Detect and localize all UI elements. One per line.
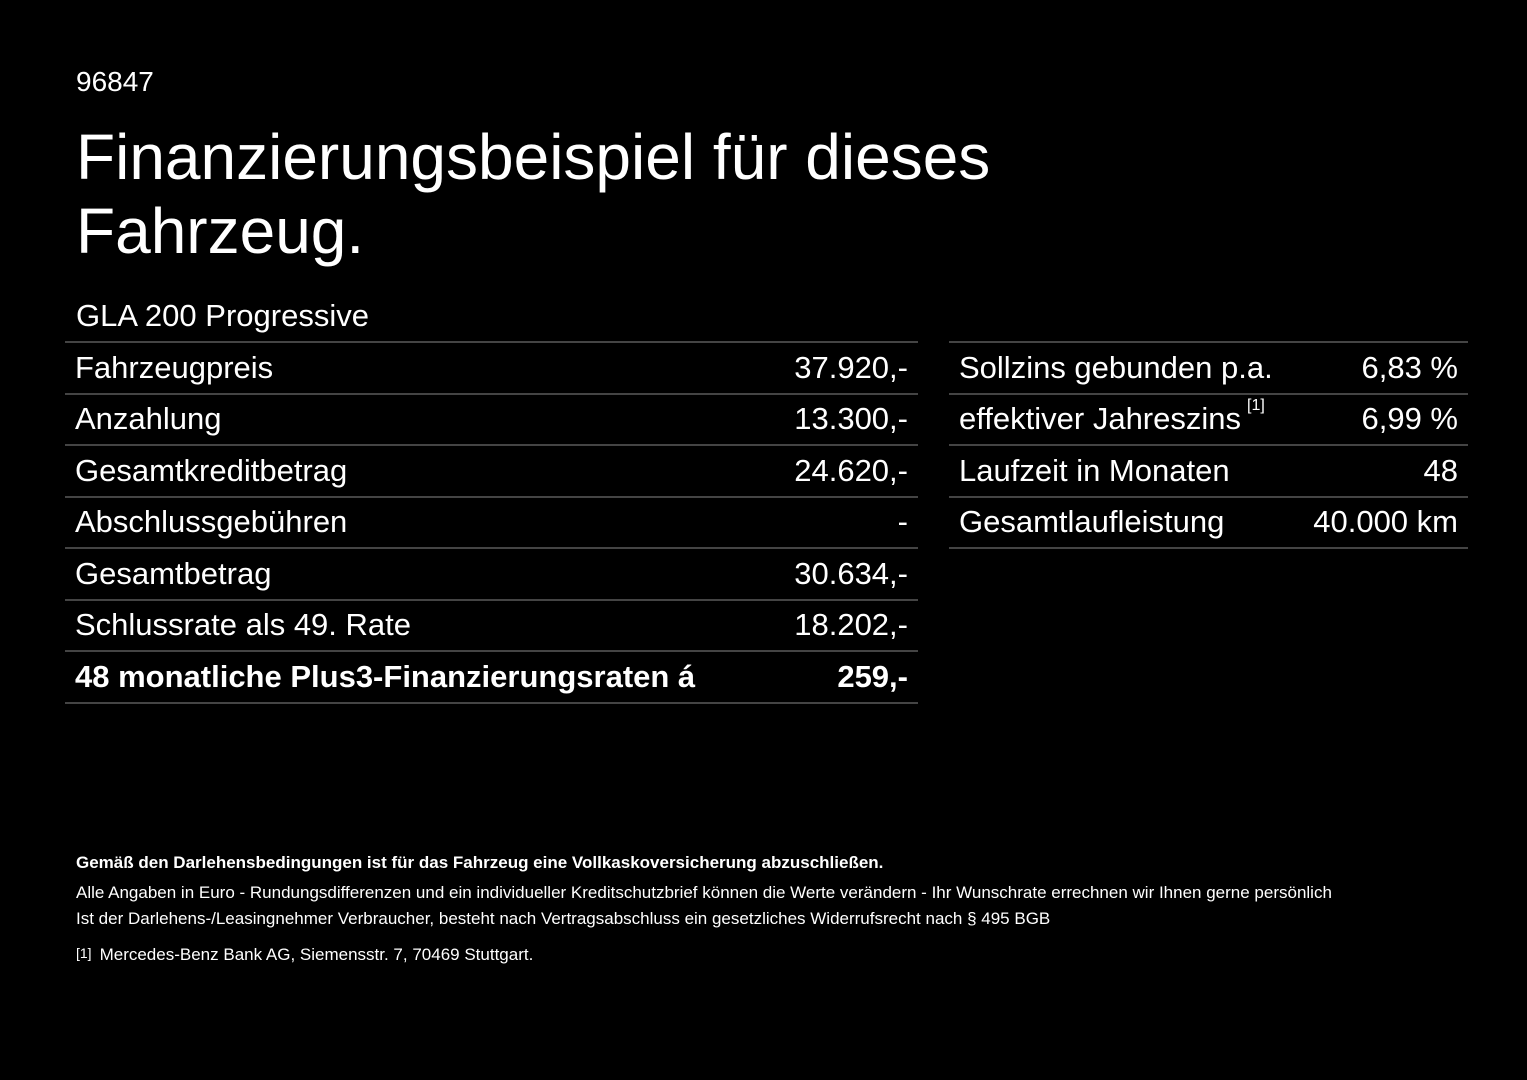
row-label: Anzahlung [75,401,222,437]
row-label-text: Gesamtkreditbetrag [75,452,348,488]
row-label: Gesamtlaufleistung [959,504,1224,540]
row-label: 48 monatliche Plus3-Finanzierungsraten á [75,659,695,695]
row-label-text: Laufzeit in Monaten [959,452,1230,488]
table-row: Abschlussgebühren - [65,498,918,549]
table-row: Fahrzeugpreis 37.920,- [65,343,918,395]
title-line: Finanzierungsbeispiel für dieses [76,121,991,193]
table-row: Gesamtlaufleistung 40.000 km [949,498,1468,549]
row-value: 13.300,- [794,401,908,437]
row-value: 37.920,- [794,349,908,385]
row-value: - [897,504,908,540]
title-line: Fahrzeug. [76,195,365,267]
footer-bold: Gemäß den Darlehensbedingungen ist für d… [76,853,884,872]
table-row: Sollzins gebunden p.a. 6,83 % [949,343,1468,395]
row-label: Gesamtkreditbetrag [75,453,347,489]
row-value: 259,- [837,658,908,694]
title: Finanzierungsbeispiel für dieses Fahrzeu… [76,120,990,268]
footnote-ref: [1] [1247,397,1265,415]
row-label-text: 48 monatliche Plus3-Finanzierungsraten á [75,658,696,694]
row-value: 40.000 km [1313,504,1458,540]
footnote-text: Mercedes-Benz Bank AG, Siemensstr. 7, 70… [99,945,534,964]
table-row: Gesamtbetrag 30.634,- [65,549,918,601]
row-label: Fahrzeugpreis [75,350,273,386]
row-label-text: Abschlussgebühren [75,504,348,540]
table-row: Laufzeit in Monaten 48 [949,446,1468,498]
footer-line: Ist der Darlehens-/Leasingnehmer Verbrau… [76,909,1051,928]
row-label-text: Fahrzeugpreis [75,349,274,385]
row-label-text: effektiver Jahreszins [959,401,1241,437]
row-label-text: Schlussrate als 49. Rate [75,607,412,643]
row-label: Abschlussgebühren [75,504,347,540]
row-label: Laufzeit in Monaten [959,453,1230,489]
table-row: Schlussrate als 49. Rate 18.202,- [65,601,918,652]
footnote: [1] Mercedes-Benz Bank AG, Siemensstr. 7,… [76,945,533,965]
row-value: 30.634,- [794,555,908,591]
footer-line: Alle Angaben in Euro - Rundungsdifferenz… [76,883,1332,902]
row-label-text: Gesamtbetrag [75,555,272,591]
table-row: 48 monatliche Plus3-Finanzierungsraten á… [65,652,918,704]
row-label: Sollzins gebunden p.a. [959,350,1273,386]
table-row: Gesamtkreditbetrag 24.620,- [65,446,918,498]
row-value: 6,83 % [1361,349,1458,385]
row-label: Schlussrate als 49. Rate [75,607,411,643]
row-value: 6,99 % [1361,401,1458,437]
table-row: Anzahlung 13.300,- [65,395,918,446]
row-label-text: Anzahlung [75,401,222,437]
table-row: effektiver Jahreszins [1] 6,99 % [949,395,1468,446]
model: GLA 200 Progressive [76,298,369,333]
row-value: 24.620,- [794,452,908,488]
row-value: 48 [1423,452,1458,488]
ad-id: 96847 [76,66,154,97]
left-table: Fahrzeugpreis 37.920,- Anzahlung 13.300,- Ge… [65,341,918,704]
right-table: Sollzins gebunden p.a. 6,83 % effektiver J… [949,341,1468,549]
row-value: 18.202,- [794,607,908,643]
footnote-ref: [1] [76,945,92,961]
row-label-text: Sollzins gebunden p.a. [959,349,1273,385]
row-label-text: Gesamtlaufleistung [959,504,1225,540]
row-label: effektiver Jahreszins [1] [959,397,1265,437]
row-label: Gesamtbetrag [75,556,271,592]
